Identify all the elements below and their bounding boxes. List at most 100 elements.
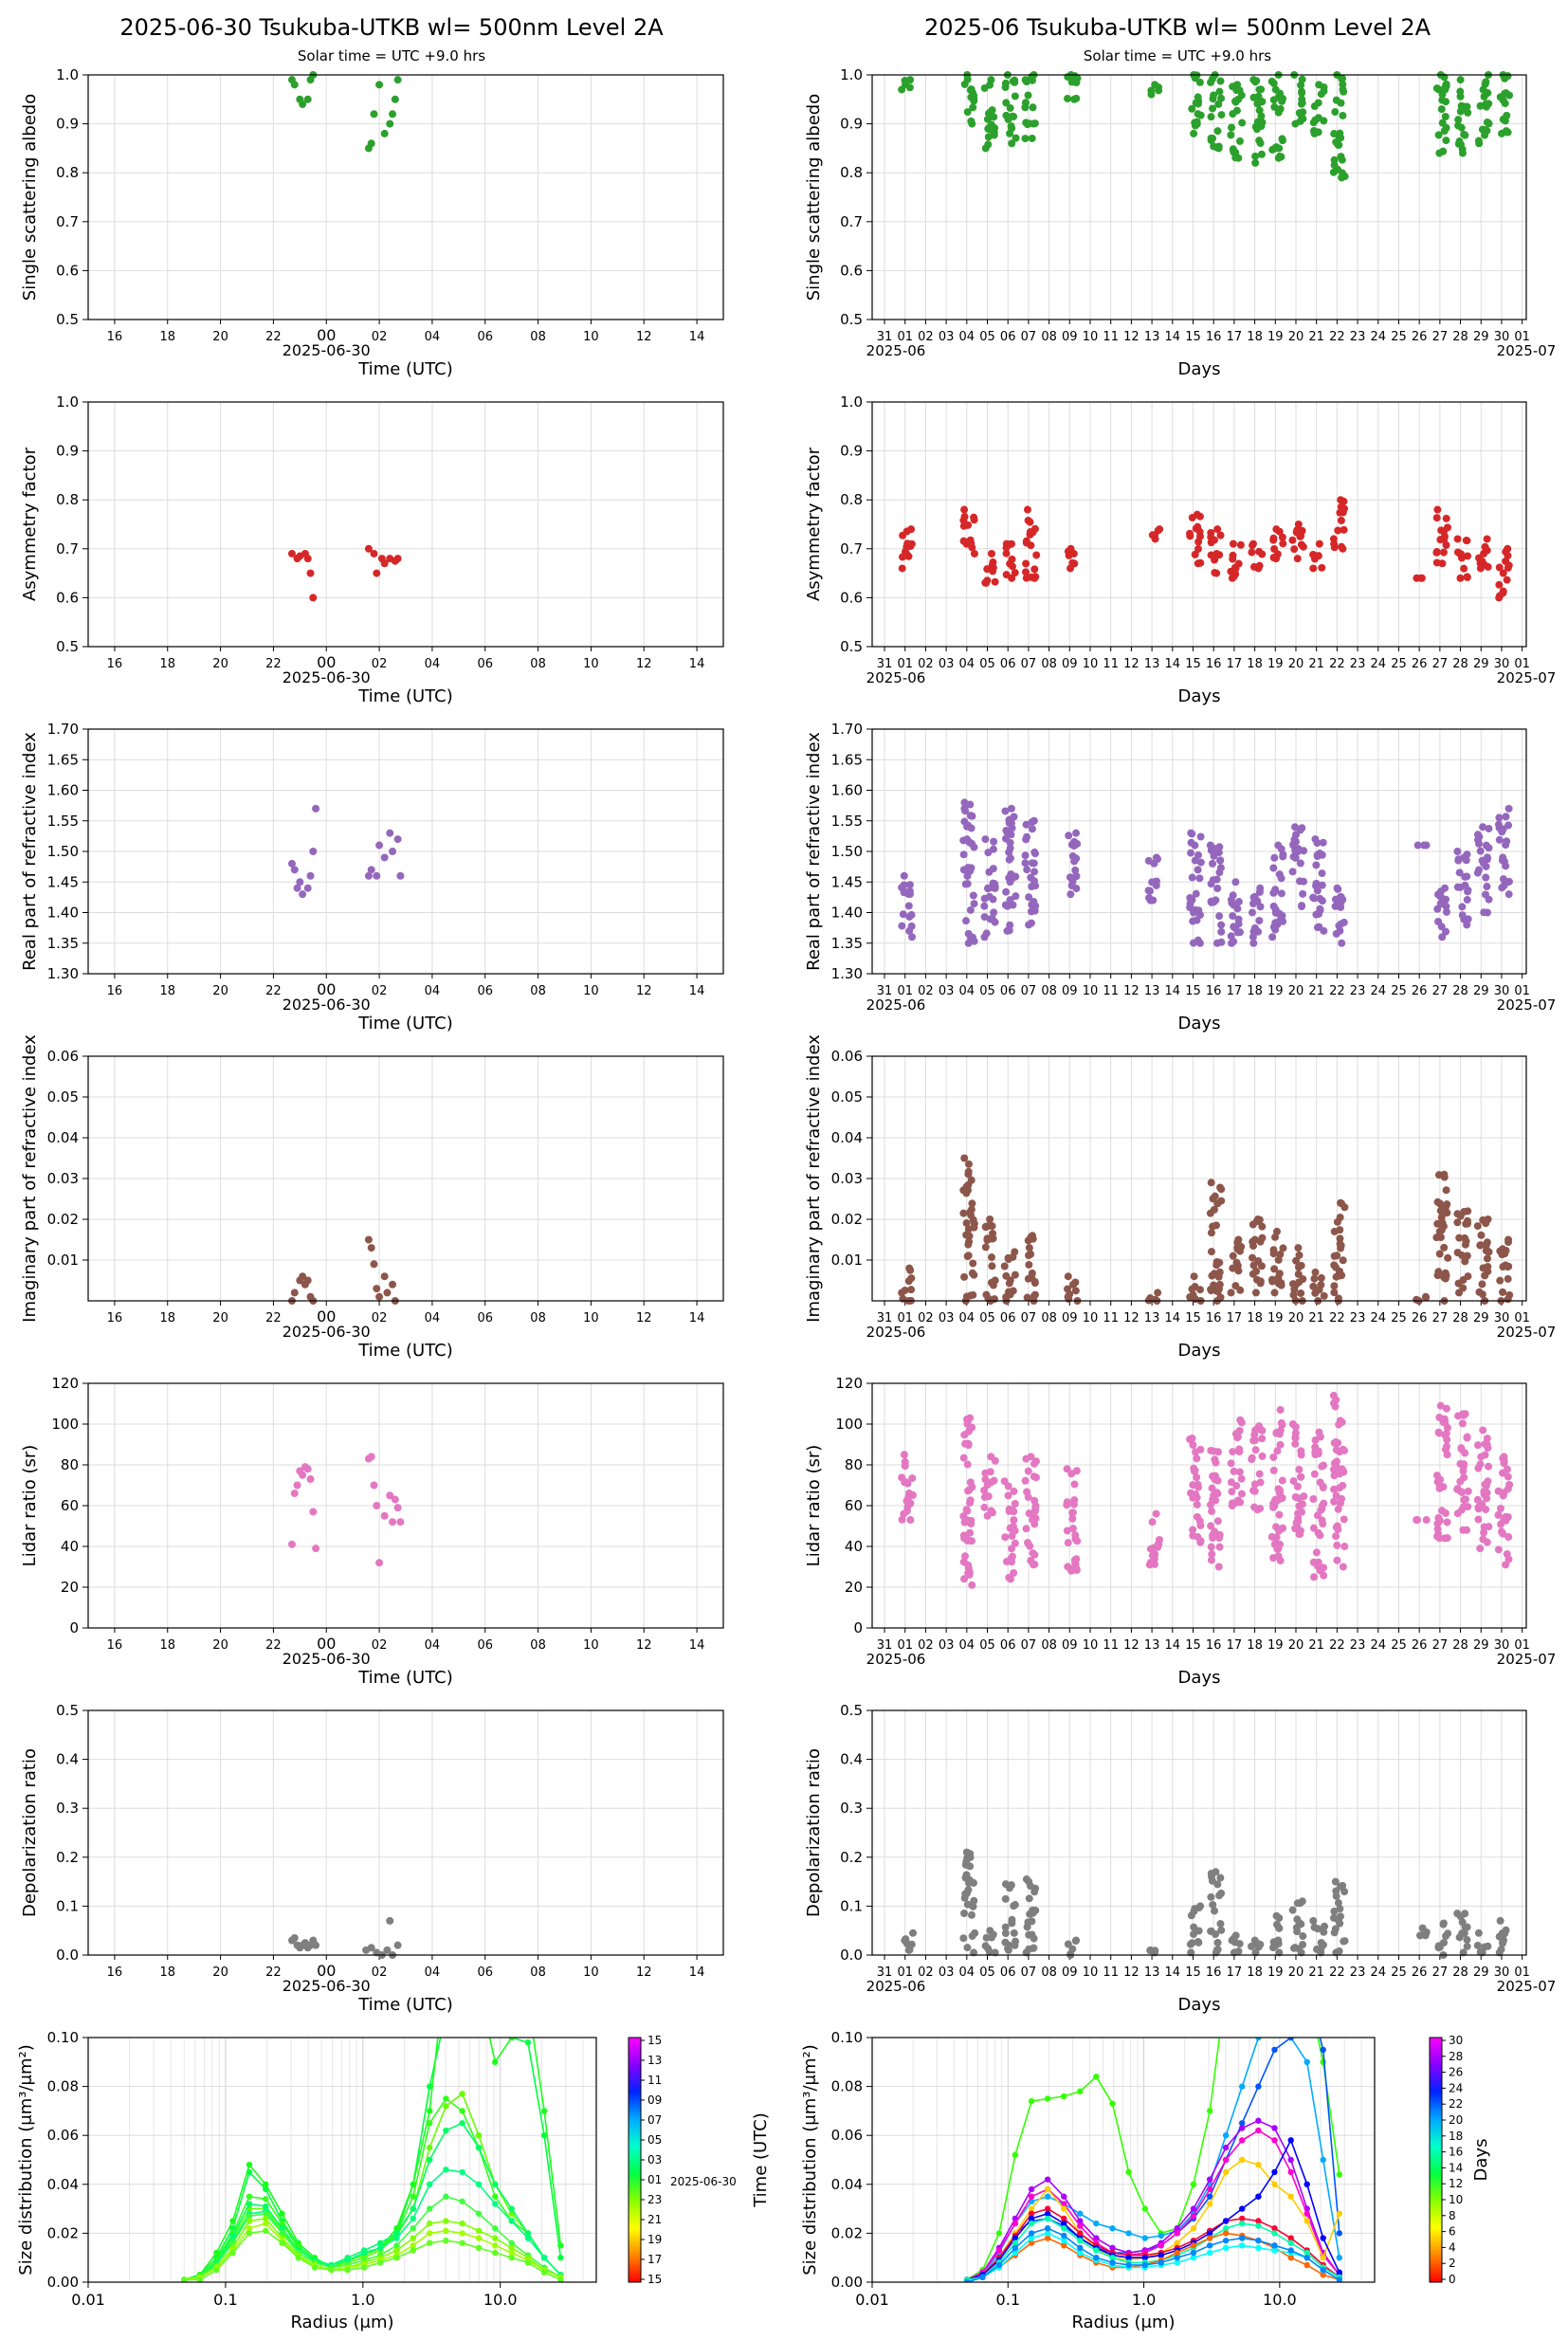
right-lr-point: [1031, 1457, 1040, 1466]
right-size-ytick-label: 0.04: [831, 2176, 863, 2193]
right-dep-point: [1473, 1941, 1482, 1949]
right-size-ytick-label: 0.06: [831, 2127, 863, 2144]
right-dep-point: [1496, 1916, 1504, 1925]
right-lr-point: [1196, 1445, 1205, 1453]
right-asy-point: [1249, 562, 1258, 571]
right-size-series-point: [1125, 2255, 1132, 2261]
left-rri-ytick-label: 1.55: [47, 813, 79, 830]
right-ssa-point: [990, 113, 998, 121]
right-dep-point: [1497, 1946, 1505, 1954]
right-size-series-point: [995, 2230, 1003, 2237]
right-rri-point: [1504, 821, 1513, 830]
left-dep-point: [383, 1946, 392, 1954]
right-size-series-line: [967, 2218, 1340, 2281]
left-size-series-point: [213, 2249, 220, 2257]
right-lr-point: [1030, 1472, 1038, 1481]
right-iri-point: [1484, 1216, 1492, 1223]
right-iri-point: [1249, 1261, 1258, 1270]
right-size-series-point: [1109, 2255, 1116, 2261]
right-asy-point: [1499, 569, 1507, 577]
right-iri-point: [1064, 1292, 1072, 1301]
right-lr-ytick-label: 20: [845, 1579, 863, 1596]
right-iri-point: [1456, 1212, 1465, 1220]
right-ssa-point: [984, 140, 993, 149]
right-dep-xtick-label: 18: [1247, 1965, 1263, 1980]
right-lr-point: [1310, 1573, 1319, 1581]
right-rri-point: [1002, 887, 1011, 896]
left-rri-frame: [87, 728, 724, 975]
left-ssa-xtick-label: 14: [689, 330, 705, 344]
left-size-colorbar-tick-label: 15: [647, 2034, 662, 2047]
right-lr-point: [1300, 1492, 1308, 1501]
right-size-ylabel: Size distribution (μm³/μm²): [800, 2044, 820, 2275]
right-size-xtick-label: 10.0: [1263, 2291, 1297, 2309]
right-iri-point: [967, 1205, 975, 1214]
left-lr-xlabel: Time (UTC): [357, 1668, 453, 1688]
right-size-series-point: [1158, 2242, 1164, 2249]
right-rri-xtick-label: 31: [877, 984, 893, 998]
right-lr-point: [1288, 1420, 1297, 1428]
right-dep-point: [1329, 1913, 1338, 1922]
right-dep-xtick-label: 28: [1452, 1965, 1468, 1980]
right-lr-point: [898, 1473, 906, 1482]
right-dep-point: [1212, 1868, 1220, 1876]
right-rri-point: [1255, 916, 1264, 924]
right-rri-point: [1270, 853, 1279, 862]
right-iri-point: [1289, 1290, 1298, 1299]
right-lr-point: [1236, 1498, 1245, 1507]
right-iri-point: [967, 1211, 975, 1219]
right-lr-point: [1457, 1444, 1466, 1453]
right-rri-point: [1027, 919, 1035, 927]
right-asy-point: [1011, 569, 1019, 577]
right-rri-point: [1442, 907, 1450, 916]
right-ssa-xtick-label: 19: [1267, 330, 1284, 344]
left-size-series-point: [443, 2218, 449, 2224]
right-lr-point: [1272, 1523, 1281, 1531]
right-ssa-point: [1458, 145, 1467, 154]
right-lr-xtick-label: 23: [1350, 1638, 1366, 1653]
left-size-ytick-label: 0.06: [47, 2127, 79, 2144]
left-iri-ytick-label: 0.03: [47, 1170, 79, 1187]
right-ssa-end-label: 2025-07: [1497, 342, 1557, 359]
right-dep-point: [1484, 1942, 1492, 1950]
right-iri-point: [1444, 1253, 1452, 1262]
right-rri-point: [1067, 882, 1076, 890]
right-rri-point: [1277, 889, 1285, 898]
right-size-series-point: [1141, 2261, 1148, 2269]
right-lr-xtick-label: 31: [877, 1638, 893, 1653]
right-dep-point: [1001, 1894, 1010, 1903]
right-rri-point: [963, 835, 972, 844]
right-asy-ytick-label: 1.0: [840, 393, 863, 411]
right-iri-point: [1338, 1271, 1346, 1280]
right-rri-xtick-label: 07: [1021, 984, 1037, 998]
right-asy-ytick-label: 0.7: [840, 540, 863, 558]
right-iri-point: [964, 1240, 973, 1249]
right-iri-point: [1028, 1272, 1036, 1281]
right-rri-point: [968, 812, 976, 820]
right-asy-ylabel: Asymmetry factor: [804, 447, 824, 601]
left-asy-point: [373, 569, 381, 577]
right-dep-point: [1207, 1927, 1215, 1935]
right-dep-point: [1064, 1940, 1072, 1948]
right-rri-xtick-label: 24: [1371, 984, 1387, 998]
right-size-series-point: [1028, 2210, 1035, 2217]
left-iri-xtick-label: 16: [107, 1311, 123, 1325]
right-lr-xtick-label: 08: [1041, 1638, 1057, 1653]
right-iri-point: [1256, 1277, 1265, 1286]
right-size-series-point: [1028, 2235, 1035, 2241]
right-lr-point: [1499, 1529, 1507, 1538]
left-size-ytick-label: 0.00: [47, 2274, 79, 2291]
left-ssa-xlabel: Time (UTC): [357, 359, 453, 379]
right-size-series-point: [1304, 2181, 1310, 2187]
right-lr-point: [1191, 1466, 1199, 1474]
right-lr-point: [903, 1479, 912, 1488]
right-lr-point: [1463, 1434, 1471, 1442]
left-lr-xtick-label: 10: [583, 1638, 599, 1653]
left-iri-xtick-label: 02: [372, 1311, 388, 1325]
right-asy-point: [1194, 522, 1202, 531]
right-iri-xtick-label: 21: [1308, 1311, 1324, 1325]
right-rri-point: [1229, 911, 1237, 920]
right-lr-point: [960, 1575, 969, 1583]
right-size-series-point: [1028, 2220, 1035, 2227]
right-ssa-xtick-label: 12: [1123, 330, 1140, 344]
